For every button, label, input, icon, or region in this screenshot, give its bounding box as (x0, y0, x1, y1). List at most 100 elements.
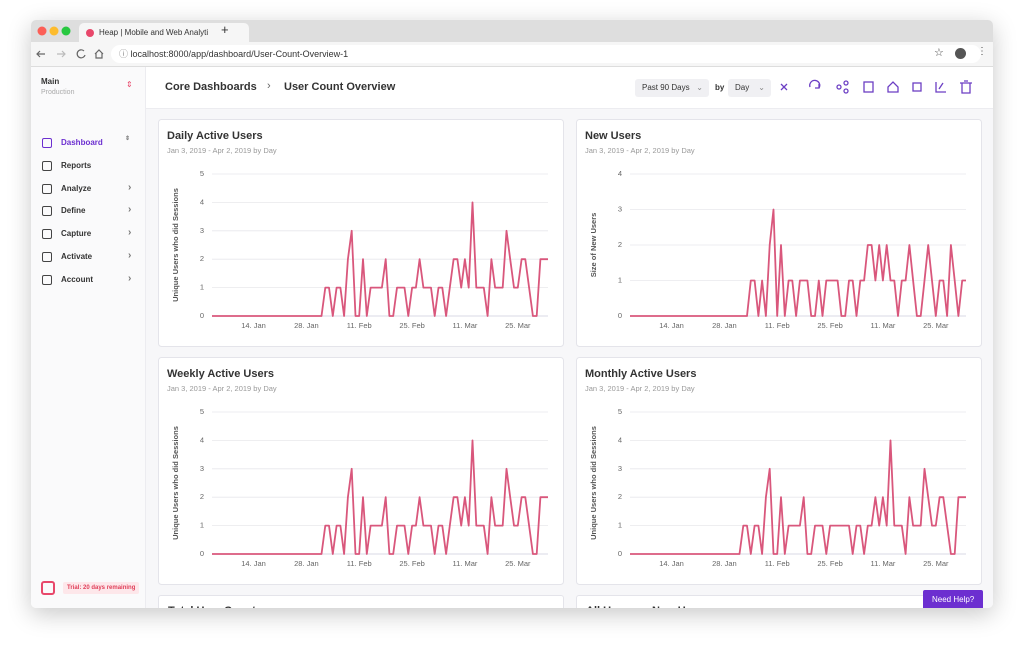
nav-item[interactable]: Define › (31, 203, 144, 219)
project-switch[interactable]: ⇕ (126, 80, 133, 89)
nav-chevron: › (128, 204, 132, 216)
x-tick-label: 25. Mar (505, 559, 531, 568)
nav-chevron: › (128, 227, 132, 239)
window-controls (37, 26, 71, 36)
date-range-select[interactable]: Past 90 Days ⌄ (635, 79, 709, 97)
nav-icon (42, 183, 52, 194)
x-tick-label: 25. Mar (923, 321, 949, 330)
chart-title: Total User Count (168, 605, 256, 608)
minimize-button[interactable] (49, 26, 59, 36)
y-tick-label: 0 (618, 311, 622, 320)
y-axis-label: Size of New Users (589, 213, 598, 278)
nav-item[interactable]: Dashboard ⇕ (31, 135, 144, 151)
back-button[interactable] (36, 50, 45, 58)
granularity: Day (735, 83, 750, 92)
share-button[interactable] (836, 80, 849, 94)
url-text: localhost:8000/app/dashboard/User-Count-… (130, 49, 349, 59)
home-dashboard-button[interactable] (887, 81, 899, 93)
x-tick-label: 28. Jan (294, 559, 319, 568)
trial-badge[interactable]: Trial: 20 days remaining (63, 582, 140, 594)
card-background (576, 357, 982, 585)
x-tick-label: 11. Feb (765, 559, 790, 568)
y-tick-label: 0 (200, 311, 204, 320)
y-tick-label: 0 (618, 549, 622, 558)
x-tick-label: 11. Feb (347, 559, 372, 568)
chart-type-button[interactable] (935, 82, 946, 93)
reload-button[interactable] (76, 49, 86, 59)
x-tick-label: 28. Jan (712, 321, 737, 330)
y-tick-label: 5 (200, 407, 204, 416)
y-tick-label: 2 (200, 254, 204, 263)
x-tick-label: 14. Jan (241, 559, 266, 568)
forward-button[interactable] (57, 50, 66, 58)
chart-subtitle: Jan 3, 2019 - Apr 2, 2019 by Day (167, 384, 277, 393)
x-tick-label: 25. Mar (923, 559, 949, 568)
y-axis-label: Unique Users who did Sessions (171, 188, 180, 302)
nav-item[interactable]: Analyze › (31, 181, 144, 197)
granularity-select[interactable]: Day ⌄ (728, 79, 771, 97)
y-tick-label: 3 (618, 464, 622, 473)
project-name[interactable]: Main (41, 77, 60, 86)
x-tick-label: 14. Jan (659, 321, 684, 330)
heap-logo (41, 581, 55, 595)
x-tick-label: 11. Mar (871, 559, 896, 568)
nav-label: Analyze (61, 183, 92, 193)
breadcrumb[interactable]: Core Dashboards (165, 81, 257, 93)
nav-item[interactable]: Reports (31, 158, 144, 174)
home-button[interactable] (94, 49, 104, 59)
duplicate-button[interactable] (912, 82, 922, 92)
y-axis-label: Unique Users who did Sessions (589, 426, 598, 540)
chart: Daily Active Users Jan 3, 2019 - Apr 2, 2… (158, 119, 564, 347)
nav-icon (42, 160, 52, 171)
delete-button[interactable] (960, 80, 972, 94)
card-background (158, 119, 564, 347)
browser-window: Heap | Mobile and Web Analyti + ⓘ localh… (31, 20, 993, 608)
nav-icon (42, 252, 52, 262)
y-tick-label: 5 (618, 407, 622, 416)
refresh-button[interactable] (809, 79, 821, 89)
bookmark-star[interactable]: ☆ (934, 47, 944, 59)
nav-item[interactable]: Account › (31, 272, 144, 288)
chart-subtitle: Jan 3, 2019 - Apr 2, 2019 by Day (585, 146, 695, 155)
data-line (630, 208, 966, 317)
new-tab-button[interactable]: + (221, 22, 229, 37)
chart-title: Weekly Active Users (167, 368, 274, 380)
dashboard-title: User Count Overview (284, 81, 396, 93)
browser-tab[interactable]: Heap | Mobile and Web Analyti (79, 23, 249, 42)
x-tick-label: 11. Feb (765, 321, 790, 330)
chart-card: New Users Jan 3, 2019 - Apr 2, 2019 by Da… (576, 119, 982, 347)
breadcrumb-separator: › (267, 80, 271, 92)
close-button[interactable] (37, 26, 47, 36)
zoom-button[interactable] (61, 26, 71, 36)
y-tick-label: 1 (618, 275, 622, 284)
clear-button[interactable] (780, 83, 788, 91)
menu-button[interactable]: ⋮ (977, 46, 987, 57)
x-tick-label: 25. Mar (505, 321, 531, 330)
card-background (158, 357, 564, 585)
date-range: Past 90 Days (642, 83, 690, 92)
nav-icon (42, 274, 52, 285)
chart-card: Total User Count (158, 595, 564, 608)
sidebar: Main Production ⇕ Dashboard ⇕ Reports Analy… (31, 67, 146, 608)
x-tick-label: 11. Mar (453, 559, 478, 568)
y-tick-label: 3 (618, 204, 622, 213)
help-button[interactable]: Need Help? (923, 590, 984, 608)
y-tick-label: 1 (618, 521, 622, 530)
x-tick-label: 28. Jan (712, 559, 737, 568)
url-field[interactable]: ⓘ localhost:8000/app/dashboard/User-Coun… (111, 45, 981, 63)
by-label: by (715, 83, 725, 92)
export-button[interactable] (863, 81, 874, 93)
x-tick-label: 25. Feb (817, 321, 842, 330)
card-background (576, 119, 982, 347)
nav-item[interactable]: Activate › (31, 249, 144, 265)
nav-chevron: › (128, 181, 132, 193)
y-tick-label: 4 (618, 435, 622, 444)
chart-title: Monthly Active Users (585, 368, 696, 380)
profile-avatar[interactable] (955, 48, 966, 59)
y-tick-label: 5 (200, 169, 204, 178)
nav-icon (42, 229, 52, 240)
nav-label: Dashboard (61, 138, 103, 147)
x-tick-label: 25. Feb (399, 321, 424, 330)
nav-item[interactable]: Capture › (31, 226, 144, 242)
